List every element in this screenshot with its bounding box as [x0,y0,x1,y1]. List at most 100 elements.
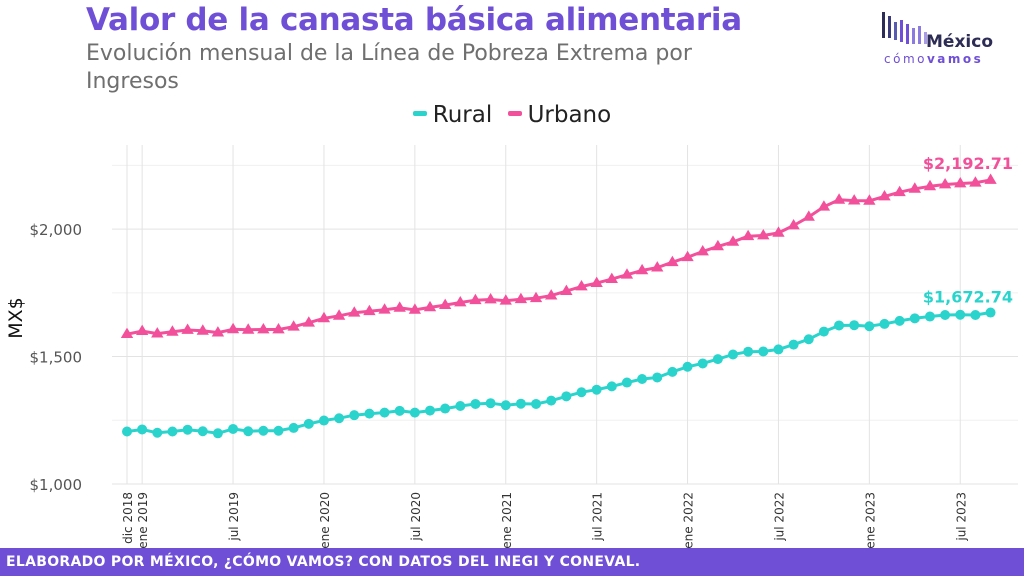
y-axis-label: MX$ [5,297,27,339]
y-tick-label: $2,000 [30,221,83,239]
data-point-rural [152,427,163,438]
data-point-rural [788,339,799,350]
data-point-rural [591,384,602,395]
data-point-urbano [560,284,573,295]
x-tick-label: jul 2019 [227,492,241,542]
logo-name: México [926,32,993,52]
chart-grid [112,145,1018,485]
data-point-rural [409,407,420,418]
data-point-rural [137,424,148,435]
data-point-urbano [605,272,618,283]
data-point-rural [122,426,132,437]
data-point-rural [515,398,526,409]
data-point-urbano [954,177,967,188]
y-tick-label: $1,000 [30,476,83,494]
bars-icon [882,12,927,44]
x-tick-label: ene 2020 [318,492,332,549]
data-point-rural [879,318,890,329]
data-point-urbano [332,309,346,320]
y-axis-ticks: $1,000 $1,500 $2,000 [30,221,83,494]
data-point-urbano [832,193,846,204]
data-point-urbano [863,194,876,205]
data-point-urbano [272,323,285,334]
data-point-urbano [726,235,740,246]
data-point-rural [303,418,314,429]
data-point-urbano [317,311,331,323]
data-point-urbano [711,239,724,251]
data-point-urbano [984,173,997,184]
data-point-urbano [499,294,512,305]
data-point-rural [955,309,966,320]
data-point-urbano [454,296,467,307]
x-tick-label: jul 2023 [954,492,968,542]
page-title: Valor de la canasta básica alimentaria [86,2,742,38]
data-point-urbano [529,291,543,303]
x-tick-label: dic 2018 [121,492,135,544]
data-point-rural [970,310,981,321]
data-point-rural [652,372,663,383]
data-point-urbano [181,323,194,334]
x-tick-label: jul 2021 [591,492,605,542]
logo-tagline-bold: vamos [926,52,984,66]
x-tick-label: ene 2021 [500,492,514,549]
data-point-rural [712,354,723,365]
data-point-rural [364,408,375,419]
data-point-urbano [923,179,937,191]
data-point-urbano [151,327,164,338]
x-tick-label: ene 2023 [863,492,877,549]
data-point-urbano [469,293,482,305]
data-point-urbano [575,280,588,291]
data-point-rural [273,425,284,436]
data-point-rural [500,400,511,411]
series-line-urbano [126,178,991,336]
data-point-urbano [242,323,255,334]
data-point-urbano [969,176,982,187]
data-point-urbano [120,327,134,338]
legend-label-rural: Rural [432,102,493,128]
series-line-rural [126,311,991,435]
data-point-urbano [302,316,315,327]
data-point-urbano [196,324,209,335]
data-point-urbano [681,250,694,262]
data-point-urbano [802,210,815,221]
data-point-rural [682,361,693,372]
data-point-rural [985,307,996,318]
data-point-rural [212,428,223,439]
logo-tagline: cómovamos [884,52,983,66]
end-labels: $1,672.74 $2,192.71 [923,154,1013,307]
data-point-rural [531,398,542,409]
x-tick-label: jul 2022 [772,492,786,542]
data-point-rural [470,398,481,409]
data-point-rural [909,313,920,324]
data-point-rural [243,426,254,437]
data-point-rural [758,346,769,357]
data-point-rural [743,346,754,357]
data-point-rural [803,334,814,345]
data-point-rural [621,377,632,388]
x-axis-ticks: dic 2018 ene 2019 jul 2019 ene 2020 jul 2020… [121,492,968,549]
data-point-urbano [590,276,603,287]
data-point-urbano [666,255,679,267]
data-point-rural [924,311,935,322]
data-point-rural [576,387,587,398]
data-point-urbano [893,185,906,197]
data-point-urbano [136,324,149,335]
x-tick-label: ene 2019 [136,492,150,549]
x-tick-label: jul 2020 [409,492,423,542]
data-point-urbano [742,229,755,241]
data-point-urbano [938,178,952,189]
data-point-rural [288,422,299,433]
data-point-urbano [635,263,649,275]
data-point-urbano [908,182,921,193]
data-point-urbano [348,306,361,317]
data-point-rural [182,424,193,435]
data-point-rural [637,373,648,384]
data-point-rural [849,320,860,331]
data-point-urbano [166,325,179,336]
data-point-rural [818,326,829,337]
data-point-rural [379,407,390,418]
data-point-urbano [620,268,634,279]
x-tick-label: ene 2022 [682,492,696,549]
data-point-urbano [378,303,391,314]
legend-item-rural: Rural [412,102,493,128]
